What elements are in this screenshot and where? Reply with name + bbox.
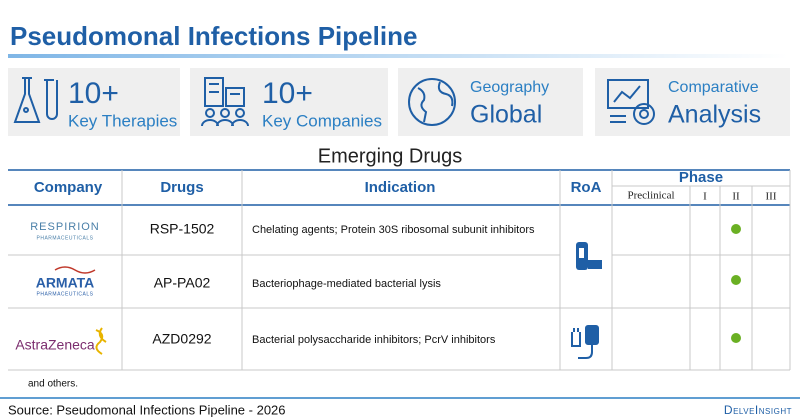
column-header: Indication — [365, 179, 436, 196]
source: Source: Pseudomonal Infections Pipeline … — [8, 402, 286, 417]
stat-label: Comparative — [668, 79, 759, 96]
phase-dot — [731, 333, 741, 343]
indication: Bacterial polysaccharide inhibitors; Pcr… — [252, 334, 496, 346]
logo-wave — [54, 266, 96, 274]
company-logo-sub: PHARMACEUTICALS — [37, 235, 94, 241]
title: Pseudomonal Infections Pipeline — [10, 21, 417, 51]
drug: AP-PA02 — [154, 275, 211, 291]
company-icon — [201, 77, 249, 127]
company-logo: AstraZeneca — [15, 337, 95, 353]
stat-label: Key Companies — [262, 111, 382, 130]
analysis-icon — [607, 79, 655, 125]
company-logo: ARMATA — [36, 275, 95, 291]
globe-icon — [408, 78, 456, 126]
brand: DelveInsight — [724, 403, 792, 417]
stat-box — [8, 68, 180, 136]
column-header: Drugs — [160, 179, 203, 196]
company-logo: RESPIRION — [30, 221, 100, 233]
company-logo-sub: PHARMACEUTICALS — [37, 291, 94, 297]
section-title: Emerging Drugs — [318, 145, 463, 167]
phase-header: III — [766, 191, 777, 203]
stat-value: 10+ — [262, 77, 313, 110]
column-header: Phase — [679, 169, 723, 186]
table-grid — [8, 169, 791, 371]
iv-icon — [571, 325, 599, 359]
stat-value: Global — [470, 101, 542, 129]
flask-icon — [13, 77, 58, 123]
stat-value: 10+ — [68, 77, 119, 110]
inhaler-icon — [576, 242, 602, 270]
drug: RSP-1502 — [150, 221, 215, 237]
title-underline — [8, 54, 788, 58]
phase-header: I — [703, 191, 707, 203]
column-header: Company — [34, 179, 103, 196]
column-header: RoA — [571, 179, 602, 196]
footnote: and others. — [28, 379, 78, 390]
indication: Chelating agents; Protein 30S ribosomal … — [252, 224, 535, 236]
phase-header: Preclinical — [627, 190, 674, 202]
stat-label: Key Therapies — [68, 111, 177, 130]
logo-mark — [95, 327, 107, 355]
phase-dot — [731, 275, 741, 285]
stat-value: Analysis — [668, 101, 761, 129]
phase-header: II — [732, 191, 740, 203]
drug: AZD0292 — [152, 331, 211, 347]
stat-label: Geography — [470, 79, 549, 96]
phase-dot — [731, 224, 741, 234]
indication: Bacteriophage-mediated bacterial lysis — [252, 278, 441, 290]
